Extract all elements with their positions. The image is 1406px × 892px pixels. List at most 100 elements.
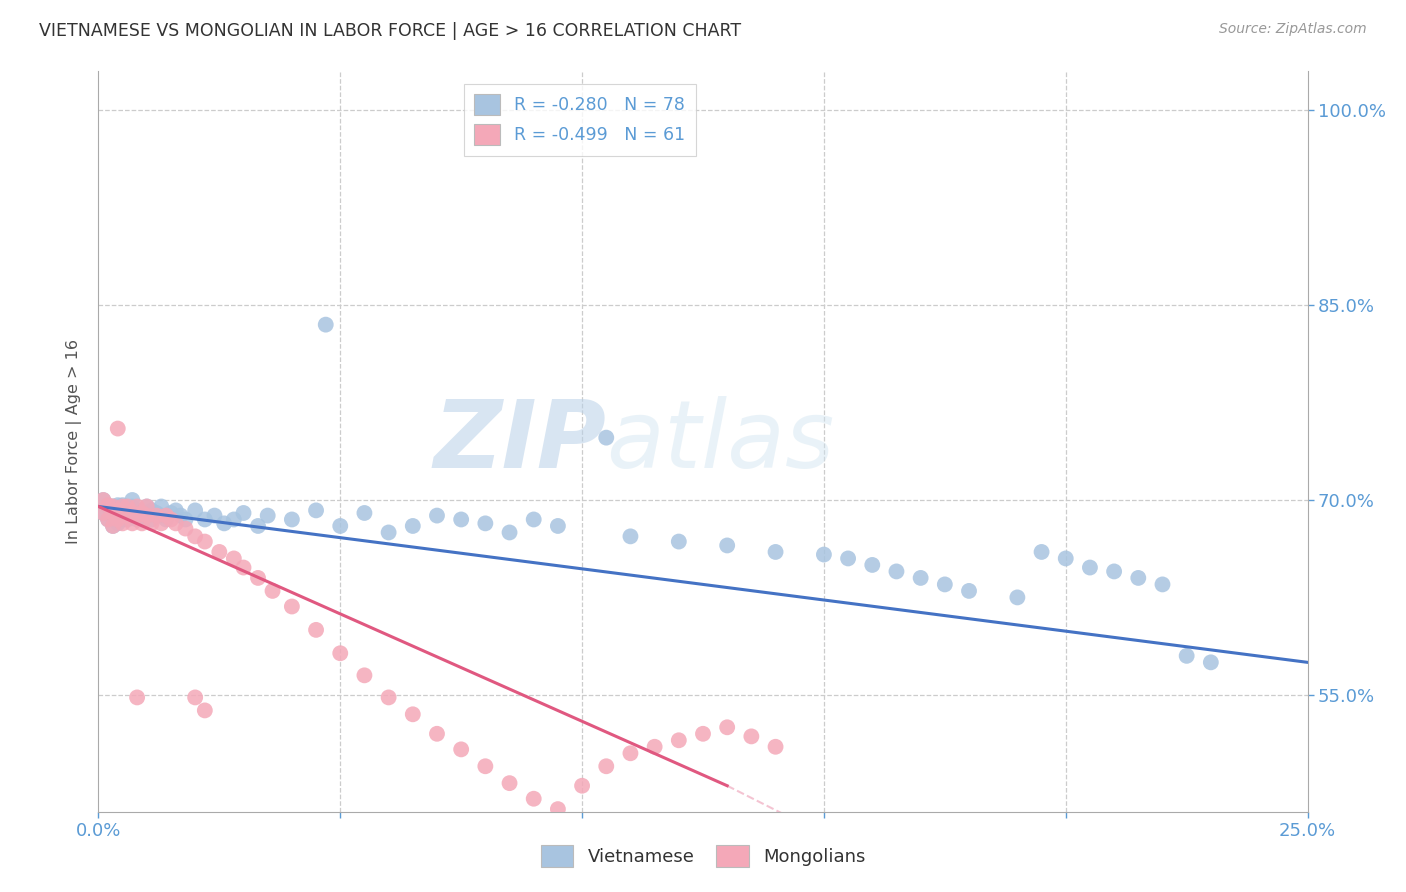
Point	[329, 519, 352, 533]
Point	[107, 506, 129, 520]
Point	[174, 522, 197, 536]
Point	[184, 690, 207, 705]
Point	[523, 512, 546, 526]
Point	[101, 500, 124, 514]
Point	[117, 500, 139, 514]
Point	[160, 512, 183, 526]
Point	[107, 498, 129, 512]
Point	[315, 318, 337, 332]
Point	[740, 730, 762, 744]
Point	[886, 565, 908, 579]
Point	[353, 506, 375, 520]
Point	[1102, 565, 1125, 579]
Point	[141, 503, 163, 517]
Point	[402, 519, 425, 533]
Point	[97, 500, 120, 514]
Point	[194, 512, 217, 526]
Point	[184, 503, 207, 517]
Point	[91, 493, 114, 508]
Point	[155, 512, 177, 526]
Point	[934, 577, 956, 591]
Point	[619, 746, 641, 760]
Point	[1031, 545, 1053, 559]
Point	[1152, 577, 1174, 591]
Point	[1054, 551, 1077, 566]
Point	[402, 707, 425, 722]
Point	[426, 508, 449, 523]
Point	[474, 516, 496, 531]
Point	[765, 545, 787, 559]
Point	[131, 512, 153, 526]
Point	[91, 506, 114, 520]
Point	[97, 498, 120, 512]
Point	[247, 571, 270, 585]
Point	[127, 500, 149, 514]
Point	[91, 493, 114, 508]
Point	[208, 545, 231, 559]
Point	[765, 739, 787, 754]
Point	[117, 508, 139, 523]
Point	[232, 506, 254, 520]
Point	[247, 519, 270, 533]
Text: Source: ZipAtlas.com: Source: ZipAtlas.com	[1219, 22, 1367, 37]
Y-axis label: In Labor Force | Age > 16: In Labor Force | Age > 16	[66, 339, 83, 544]
Point	[450, 512, 472, 526]
Point	[107, 421, 129, 435]
Point	[305, 503, 328, 517]
Point	[107, 516, 129, 531]
Point	[150, 508, 173, 523]
Point	[135, 500, 157, 514]
Point	[121, 506, 143, 520]
Text: atlas: atlas	[606, 396, 835, 487]
Point	[127, 508, 149, 523]
Point	[121, 500, 143, 514]
Point	[174, 512, 197, 526]
Point	[281, 512, 304, 526]
Point	[117, 506, 139, 520]
Point	[155, 508, 177, 523]
Point	[184, 529, 207, 543]
Point	[232, 560, 254, 574]
Point	[957, 583, 980, 598]
Legend: Vietnamese, Mongolians: Vietnamese, Mongolians	[533, 838, 873, 874]
Point	[837, 551, 859, 566]
Point	[160, 506, 183, 520]
Point	[117, 503, 139, 517]
Point	[127, 690, 149, 705]
Point	[117, 512, 139, 526]
Point	[212, 516, 235, 531]
Point	[101, 508, 124, 523]
Point	[101, 506, 124, 520]
Point	[111, 500, 134, 514]
Text: ZIP: ZIP	[433, 395, 606, 488]
Point	[1007, 591, 1029, 605]
Point	[547, 802, 569, 816]
Point	[135, 500, 157, 514]
Point	[595, 759, 617, 773]
Point	[1199, 656, 1222, 670]
Point	[145, 506, 167, 520]
Point	[97, 512, 120, 526]
Point	[377, 525, 399, 540]
Point	[101, 519, 124, 533]
Point	[194, 534, 217, 549]
Point	[135, 508, 157, 523]
Point	[121, 508, 143, 523]
Point	[523, 791, 546, 805]
Point	[165, 503, 187, 517]
Point	[353, 668, 375, 682]
Point	[547, 519, 569, 533]
Text: VIETNAMESE VS MONGOLIAN IN LABOR FORCE | AGE > 16 CORRELATION CHART: VIETNAMESE VS MONGOLIAN IN LABOR FORCE |…	[39, 22, 741, 40]
Point	[131, 516, 153, 531]
Point	[256, 508, 278, 523]
Point	[692, 727, 714, 741]
Point	[305, 623, 328, 637]
Point	[194, 703, 217, 717]
Point	[474, 759, 496, 773]
Point	[150, 516, 173, 531]
Point	[222, 551, 245, 566]
Point	[91, 506, 114, 520]
Point	[668, 733, 690, 747]
Point	[121, 516, 143, 531]
Point	[204, 508, 226, 523]
